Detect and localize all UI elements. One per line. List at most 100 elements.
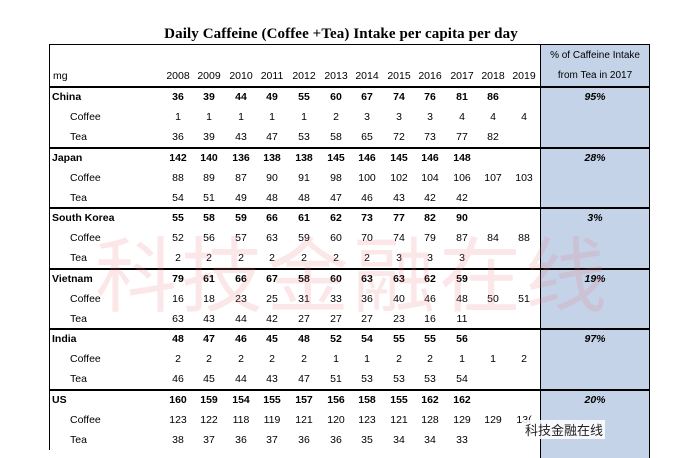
tea-share-value: 20% <box>584 393 606 406</box>
tea-cell: 37 <box>266 433 278 446</box>
tea-cell: 36 <box>330 433 342 446</box>
coffee-cell: 1 <box>364 353 370 365</box>
total-cell: 74 <box>393 91 405 103</box>
coffee-cell: 2 <box>396 353 402 365</box>
total-cell: 136 <box>232 151 250 164</box>
year-header: 2017 <box>450 70 474 82</box>
coffee-cell: 70 <box>361 232 373 244</box>
year-header: 2009 <box>197 70 221 82</box>
tea-cell: 39 <box>203 131 215 143</box>
tea-cell: 3 <box>396 252 402 264</box>
tea-cell: 77 <box>456 131 468 143</box>
coffee-cell: 123 <box>169 413 187 426</box>
tea-cell: 48 <box>298 191 310 204</box>
coffee-cell: 2 <box>521 353 527 365</box>
coffee-cell: 52 <box>172 232 184 244</box>
total-cell: 66 <box>235 272 247 285</box>
total-cell: 157 <box>295 393 313 406</box>
coffee-cell: 57 <box>235 232 247 244</box>
coffee-cell: 89 <box>203 171 215 184</box>
total-cell: 77 <box>393 212 405 224</box>
total-cell: 60 <box>330 272 342 285</box>
tea-cell: 47 <box>266 131 278 143</box>
tea-cell: 2 <box>269 252 275 264</box>
coffee-cell: 16 <box>172 292 184 305</box>
coffee-cell: 79 <box>424 232 436 244</box>
country-name: China <box>52 91 82 103</box>
coffee-cell: 129 <box>453 413 471 426</box>
total-cell: 59 <box>235 212 247 224</box>
tea-cell: 42 <box>266 312 278 325</box>
total-cell: 138 <box>263 151 281 164</box>
total-cell: 39 <box>203 91 215 103</box>
tea-cell: 35 <box>361 433 373 446</box>
coffee-cell: 3 <box>364 111 370 123</box>
tea-cell: 2 <box>333 252 339 264</box>
tea-share-header-line1: % of Caffeine Intake <box>550 50 640 61</box>
tea-cell: 46 <box>172 373 184 385</box>
total-cell: 62 <box>424 272 436 285</box>
total-cell: 47 <box>203 333 215 345</box>
coffee-cell: 1 <box>490 353 496 365</box>
coffee-cell: 106 <box>453 171 471 184</box>
coffee-cell: 119 <box>263 413 281 426</box>
year-header: 2010 <box>229 70 253 82</box>
tea-cell: 27 <box>298 312 310 325</box>
coffee-cell: 60 <box>330 232 342 244</box>
coffee-cell: 107 <box>484 171 502 184</box>
tea-cell: 11 <box>456 312 468 325</box>
coffee-cell: 129 <box>484 413 502 426</box>
tea-cell: 48 <box>266 191 278 204</box>
total-cell: 60 <box>330 91 342 103</box>
coffee-cell: 40 <box>393 292 405 305</box>
tea-cell: 53 <box>424 373 436 385</box>
year-header: 2019 <box>512 70 536 82</box>
total-cell: 142 <box>169 151 187 164</box>
total-cell: 36 <box>172 91 184 103</box>
coffee-cell: 2 <box>427 353 433 365</box>
coffee-cell: 102 <box>390 171 408 184</box>
coffee-cell: 84 <box>487 232 499 244</box>
tea-label: Tea <box>70 252 87 264</box>
coffee-cell: 23 <box>235 292 247 305</box>
tea-cell: 2 <box>364 252 370 264</box>
coffee-cell: 1 <box>333 353 339 365</box>
tea-cell: 65 <box>361 131 373 143</box>
tea-cell: 46 <box>361 191 373 204</box>
total-cell: 146 <box>358 151 376 164</box>
tea-cell: 34 <box>393 433 405 446</box>
year-header: 2011 <box>260 70 284 82</box>
tea-cell: 43 <box>235 131 247 143</box>
coffee-cell: 1 <box>206 111 212 123</box>
tea-cell: 33 <box>456 433 468 446</box>
total-cell: 52 <box>330 333 342 345</box>
tea-cell: 47 <box>298 373 310 385</box>
tea-cell: 36 <box>235 433 247 446</box>
year-header: 2014 <box>355 70 379 82</box>
tea-cell: 63 <box>172 312 184 325</box>
coffee-label: Coffee <box>70 171 101 184</box>
tea-cell: 36 <box>172 131 184 143</box>
total-cell: 154 <box>232 393 250 406</box>
coffee-cell: 2 <box>175 353 181 365</box>
tea-cell: 16 <box>424 312 436 325</box>
total-cell: 67 <box>361 91 373 103</box>
tea-share-value: 3% <box>587 212 603 224</box>
total-cell: 48 <box>298 333 310 345</box>
tea-cell: 53 <box>298 131 310 143</box>
tea-cell: 43 <box>393 191 405 204</box>
coffee-cell: 1 <box>175 111 181 123</box>
tea-cell: 44 <box>235 312 247 325</box>
tea-cell: 38 <box>172 433 184 446</box>
table-frame <box>49 44 650 450</box>
country-divider <box>49 388 650 391</box>
tea-label: Tea <box>70 433 87 446</box>
total-cell: 66 <box>266 212 278 224</box>
tea-cell: 2 <box>175 252 181 264</box>
tea-cell: 37 <box>203 433 215 446</box>
tea-cell: 3 <box>459 252 465 264</box>
country-name: Vietnam <box>52 272 93 285</box>
coffee-cell: 128 <box>421 413 439 426</box>
total-cell: 58 <box>203 212 215 224</box>
tea-cell: 27 <box>361 312 373 325</box>
